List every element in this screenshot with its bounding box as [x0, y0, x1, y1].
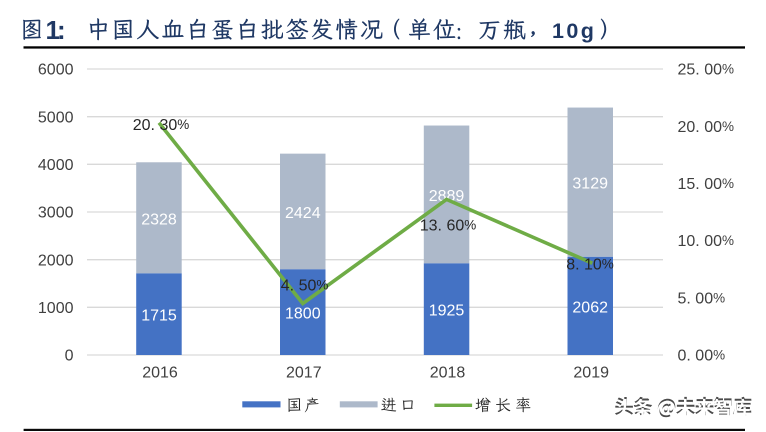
svg-text:3129: 3129	[572, 176, 608, 193]
svg-text:2424: 2424	[285, 205, 321, 222]
svg-text:2017: 2017	[286, 365, 322, 382]
svg-text::: :	[57, 15, 66, 45]
svg-text:10. 00%: 10. 00%	[678, 233, 735, 250]
svg-text:1925: 1925	[429, 303, 465, 320]
svg-text:13. 60%: 13. 60%	[420, 218, 477, 235]
svg-text:5000: 5000	[38, 109, 74, 126]
svg-text:1800: 1800	[285, 306, 321, 323]
svg-text:0: 0	[65, 348, 74, 365]
svg-text:2889: 2889	[429, 188, 465, 205]
svg-text:2019: 2019	[573, 365, 609, 382]
svg-text:4. 50%: 4. 50%	[281, 278, 329, 295]
svg-text:6000: 6000	[38, 62, 74, 79]
svg-text:5. 00%: 5. 00%	[678, 290, 726, 307]
svg-text:15. 00%: 15. 00%	[678, 176, 735, 193]
svg-text:2328: 2328	[141, 211, 177, 228]
svg-text:10g: 10g	[552, 19, 596, 43]
svg-text:3000: 3000	[38, 205, 74, 222]
svg-text:20. 00%: 20. 00%	[678, 119, 735, 136]
svg-text:1: 1	[46, 15, 60, 45]
svg-text:0. 00%: 0. 00%	[678, 348, 726, 365]
svg-text:1000: 1000	[38, 300, 74, 317]
svg-text:2016: 2016	[142, 365, 178, 382]
svg-text:25. 00%: 25. 00%	[678, 62, 735, 79]
svg-text:8. 10%: 8. 10%	[566, 256, 614, 273]
svg-text:2062: 2062	[572, 300, 608, 317]
svg-text:2000: 2000	[38, 252, 74, 269]
svg-text:20. 30%: 20. 30%	[133, 117, 190, 134]
svg-text:4000: 4000	[38, 157, 74, 174]
svg-text:1715: 1715	[141, 308, 177, 325]
svg-text:2018: 2018	[430, 365, 466, 382]
